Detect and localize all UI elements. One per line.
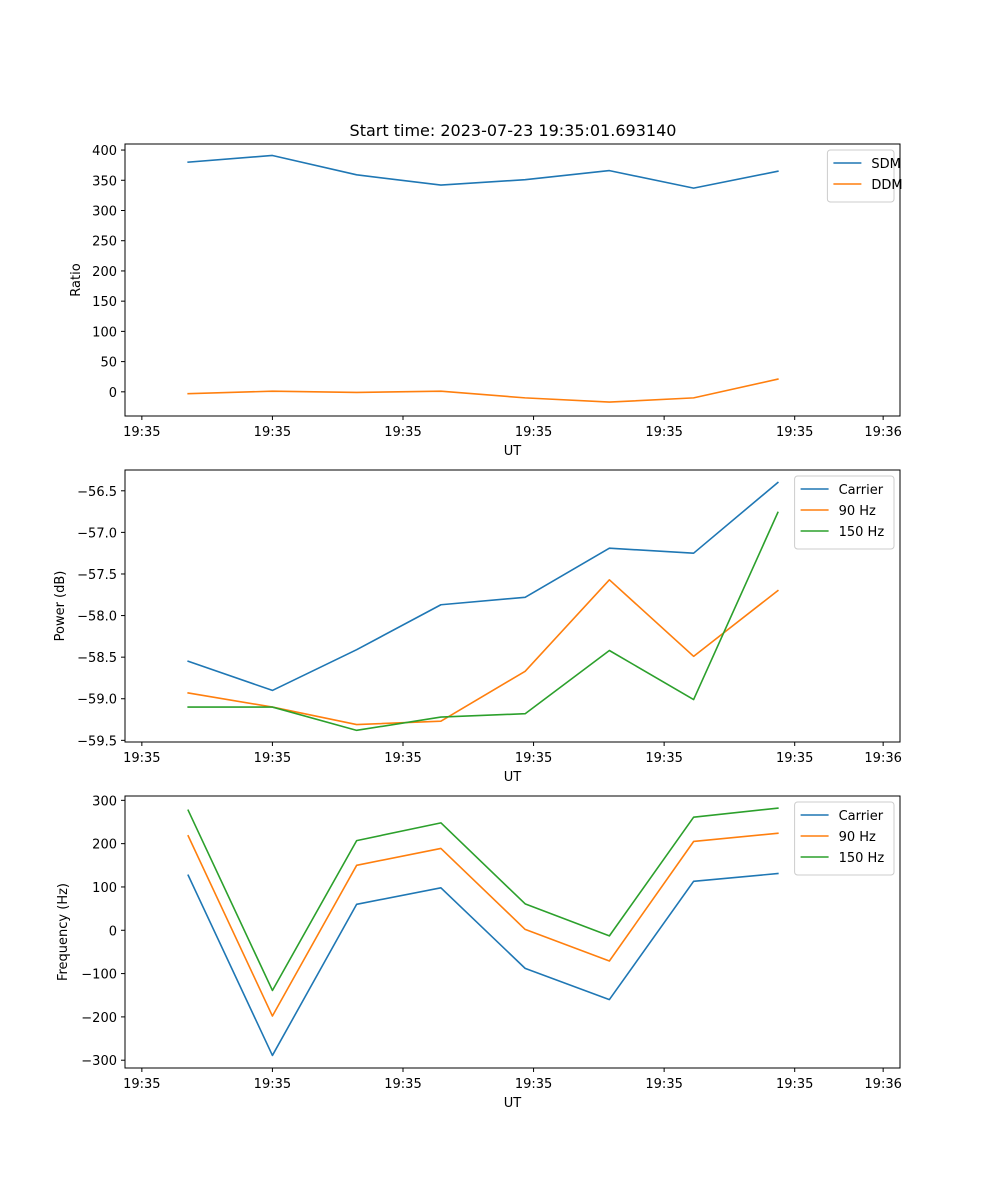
ratio-series-line-ddm — [187, 378, 779, 403]
ratio-panel: 19:35 19:35 19:35 19:35 19:35 19:35 19:36 0 50 10… — [69, 143, 903, 459]
frequency-y-tick-label: −100 — [81, 968, 117, 983]
power-x-tick-label: 19:35 — [515, 751, 552, 766]
power-y-tick-label: −58.0 — [77, 610, 117, 625]
power-y-tick-label: −59.0 — [77, 693, 117, 708]
ratio-y-tick-label: 400 — [92, 144, 117, 159]
power-legend-label-150-hz: 150 Hz — [839, 525, 885, 540]
power-y-tick-label: −56.5 — [77, 485, 117, 500]
ratio-y-tick-label: 300 — [92, 204, 117, 219]
chart-title: Start time: 2023-07-23 19:35:01.693140 — [350, 121, 677, 140]
power-x-tick-label: 19:35 — [123, 751, 160, 766]
frequency-y-tick-label: 0 — [109, 924, 117, 939]
frequency-x-tick-label: 19:35 — [254, 1077, 291, 1092]
frequency-series-line-carrier — [187, 872, 779, 1057]
power-legend-label-90-hz: 90 Hz — [839, 504, 876, 519]
frequency-series-line-90-hz — [187, 832, 779, 1017]
frequency-x-tick-label: 19:35 — [384, 1077, 421, 1092]
frequency-legend-label-150-hz: 150 Hz — [839, 851, 885, 866]
power-y-axis-label: Power (dB) — [53, 571, 68, 642]
power-series-line-carrier — [187, 481, 779, 692]
frequency-y-tick-label: 100 — [92, 881, 117, 896]
ratio-x-axis-label: UT — [504, 444, 522, 459]
power-x-axis-label: UT — [504, 770, 522, 785]
frequency-x-tick-label: 19:35 — [645, 1077, 682, 1092]
power-x-tick-label: 19:35 — [645, 751, 682, 766]
ratio-axes-frame — [124, 143, 901, 417]
ratio-y-tick-label: 150 — [92, 295, 117, 310]
frequency-x-tick-label: 19:35 — [123, 1077, 160, 1092]
power-y-tick-label: −58.5 — [77, 651, 117, 666]
frequency-legend-label-90-hz: 90 Hz — [839, 830, 876, 845]
ratio-series-line-sdm — [187, 154, 779, 189]
ratio-legend-label-sdm: SDM — [871, 157, 900, 172]
ratio-legend: SDM DDM — [826, 149, 903, 203]
power-x-tick-label: 19:35 — [254, 751, 291, 766]
power-series-line-150-hz — [187, 511, 779, 732]
ratio-y-tick-label: 100 — [92, 325, 117, 340]
power-x-tick-label: 19:35 — [776, 751, 813, 766]
ratio-legend-label-ddm: DDM — [871, 178, 902, 193]
ratio-x-tick-label: 19:35 — [254, 425, 291, 440]
power-y-tick-label: −57.5 — [77, 568, 117, 583]
power-panel: 19:35 19:35 19:35 19:35 19:35 19:35 19:36 −59.5… — [53, 469, 902, 785]
frequency-axes-frame — [124, 795, 901, 1069]
ratio-x-tick-label: 19:35 — [384, 425, 421, 440]
power-x-tick-label: 19:35 — [384, 751, 421, 766]
ratio-x-tick-label: 19:35 — [645, 425, 682, 440]
ratio-y-tick-label: 0 — [109, 386, 117, 401]
frequency-y-tick-label: 300 — [92, 794, 117, 809]
frequency-x-tick-label: 19:35 — [515, 1077, 552, 1092]
frequency-x-tick-label: 19:35 — [776, 1077, 813, 1092]
ratio-y-axis-label: Ratio — [69, 263, 84, 296]
frequency-x-tick-label: 19:36 — [864, 1077, 901, 1092]
ratio-x-tick-label: 19:36 — [864, 425, 901, 440]
power-y-tick-label: −57.0 — [77, 526, 117, 541]
power-x-tick-label: 19:36 — [864, 751, 901, 766]
frequency-x-axis-label: UT — [504, 1096, 522, 1111]
power-y-tick-label: −59.5 — [77, 734, 117, 749]
ratio-x-tick-label: 19:35 — [776, 425, 813, 440]
ratio-x-tick-label: 19:35 — [123, 425, 160, 440]
power-axes-frame — [124, 469, 901, 743]
frequency-series-line-150-hz — [187, 807, 779, 992]
frequency-panel: 19:35 19:35 19:35 19:35 19:35 19:35 19:36 −300 −… — [56, 794, 902, 1111]
frequency-legend: Carrier 90 Hz 150 Hz — [794, 801, 895, 876]
power-legend: Carrier 90 Hz 150 Hz — [794, 475, 895, 550]
ratio-y-tick-label: 250 — [92, 235, 117, 250]
power-series-line-90-hz — [187, 578, 779, 726]
ratio-y-tick-label: 50 — [100, 356, 117, 371]
power-legend-label-carrier: Carrier — [839, 483, 884, 498]
ratio-y-tick-label: 350 — [92, 174, 117, 189]
frequency-y-axis-label: Frequency (Hz) — [56, 883, 71, 981]
frequency-y-tick-label: 200 — [92, 838, 117, 853]
ratio-x-tick-label: 19:35 — [515, 425, 552, 440]
ratio-y-tick-label: 200 — [92, 265, 117, 280]
frequency-y-tick-label: −300 — [81, 1054, 117, 1069]
frequency-y-tick-label: −200 — [81, 1011, 117, 1026]
frequency-legend-label-carrier: Carrier — [839, 809, 884, 824]
